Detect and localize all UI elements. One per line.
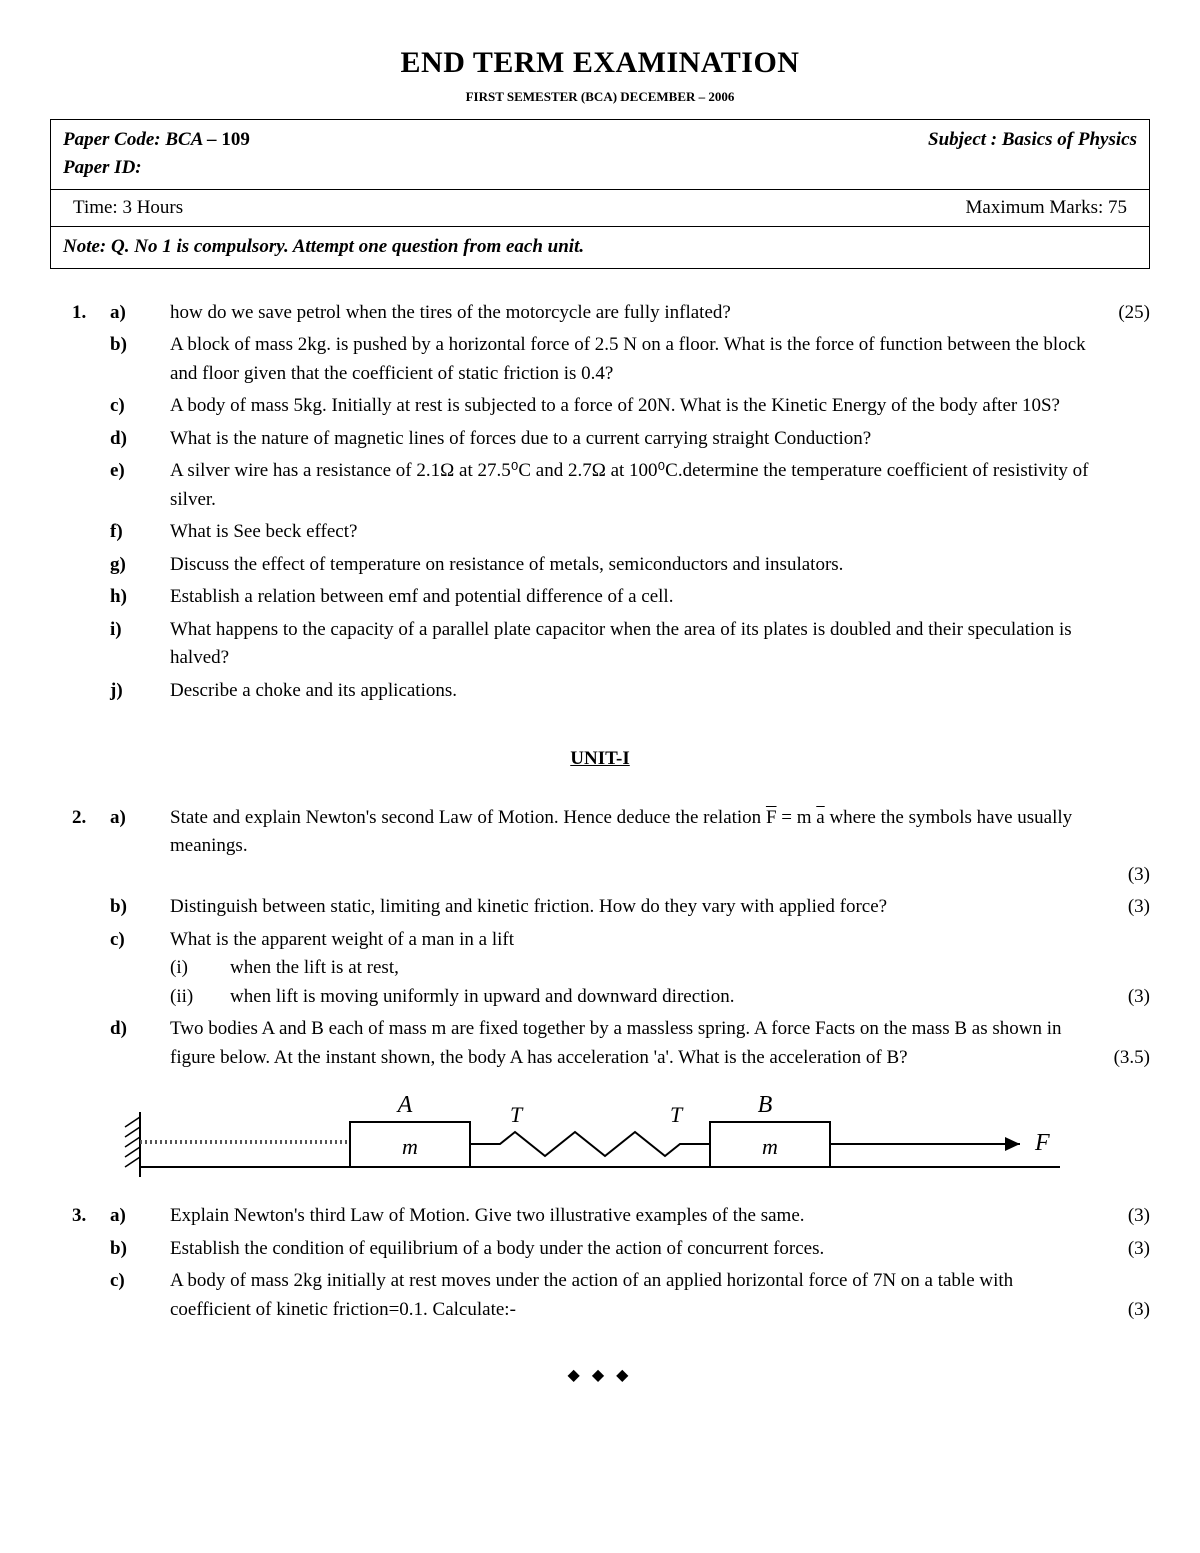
question-1-g: g) Discuss the effect of temperature on …	[50, 551, 1150, 580]
time-label: Time: 3 Hours	[73, 194, 183, 223]
q2d-marks: (3.5)	[1100, 1044, 1150, 1073]
question-1-i: i) What happens to the capacity of a par…	[50, 616, 1150, 673]
question-2-b: b) Distinguish between static, limiting …	[50, 893, 1150, 922]
q1c-label: c)	[110, 392, 170, 421]
q2c-main-text: What is the apparent weight of a man in …	[170, 926, 1090, 955]
q1b-text: A block of mass 2kg. is pushed by a hori…	[170, 331, 1100, 388]
q2a-marks	[1100, 804, 1150, 861]
q2a-text-pre: State and explain Newton's second Law of…	[170, 807, 766, 828]
q2a-text: State and explain Newton's second Law of…	[170, 804, 1100, 861]
paper-id-label: Paper ID:	[63, 154, 1137, 183]
q1c-text: A body of mass 5kg. Initially at rest is…	[170, 392, 1100, 421]
q1d-text: What is the nature of magnetic lines of …	[170, 425, 1100, 454]
q2c-ii-label: (ii)	[170, 983, 230, 1012]
q1e-text: A silver wire has a resistance of 2.1Ω a…	[170, 457, 1100, 514]
page-title: END TERM EXAMINATION	[50, 40, 1150, 85]
question-3-a: 3. a) Explain Newton's third Law of Moti…	[50, 1202, 1150, 1231]
paper-code-value: 109	[221, 129, 250, 150]
page-subtitle: FIRST SEMESTER (BCA) DECEMBER – 2006	[50, 87, 1150, 107]
q1d-label: d)	[110, 425, 170, 454]
svg-text:F: F	[1034, 1130, 1050, 1156]
q2b-marks: (3)	[1100, 893, 1150, 922]
q1i-label: i)	[110, 616, 170, 673]
question-2-a-marks-row: (3)	[50, 861, 1150, 890]
spring-mass-figure: A m T T B m F	[100, 1082, 1100, 1182]
q1i-text: What happens to the capacity of a parall…	[170, 616, 1100, 673]
q2c-ii-text: when lift is moving uniformly in upward …	[230, 983, 1090, 1012]
question-2-a: 2. a) State and explain Newton's second …	[50, 804, 1150, 861]
q2c-sub-i: (i) when the lift is at rest,	[170, 954, 1090, 983]
question-1-b: b) A block of mass 2kg. is pushed by a h…	[50, 331, 1150, 388]
header-box: Paper Code: BCA – 109 Subject : Basics o…	[50, 119, 1150, 190]
q1b-label: b)	[110, 331, 170, 388]
q2b-text: Distinguish between static, limiting and…	[170, 893, 1100, 922]
max-marks-label: Maximum Marks: 75	[966, 194, 1128, 223]
q3b-label: b)	[110, 1235, 170, 1264]
svg-text:T: T	[670, 1102, 684, 1127]
question-1-d: d) What is the nature of magnetic lines …	[50, 425, 1150, 454]
q3c-text: A body of mass 2kg initially at rest mov…	[170, 1267, 1100, 1324]
svg-text:A: A	[396, 1092, 413, 1118]
question-3-b: b) Establish the condition of equilibriu…	[50, 1235, 1150, 1264]
q1-number: 1.	[50, 299, 110, 328]
q2c-label: c)	[110, 926, 170, 1012]
q1g-text: Discuss the effect of temperature on res…	[170, 551, 1100, 580]
svg-text:B: B	[758, 1092, 773, 1118]
q3b-text: Establish the condition of equilibrium o…	[170, 1235, 1100, 1264]
end-marker: ◆ ◆ ◆	[50, 1364, 1150, 1388]
question-1-e: e) A silver wire has a resistance of 2.1…	[50, 457, 1150, 514]
question-1-h: h) Establish a relation between emf and …	[50, 583, 1150, 612]
q3-number: 3.	[50, 1202, 110, 1231]
question-2-c: c) What is the apparent weight of a man …	[50, 926, 1150, 1012]
q1j-text: Describe a choke and its applications.	[170, 677, 1100, 706]
q1g-label: g)	[110, 551, 170, 580]
q3c-marks: (3)	[1100, 1296, 1150, 1325]
svg-text:T: T	[510, 1102, 524, 1127]
paper-code-label: Paper Code: BCA –	[63, 129, 221, 150]
question-1-f: f) What is See beck effect?	[50, 518, 1150, 547]
question-2-d: d) Two bodies A and B each of mass m are…	[50, 1015, 1150, 1072]
note-box: Note: Q. No 1 is compulsory. Attempt one…	[50, 227, 1150, 269]
q1j-label: j)	[110, 677, 170, 706]
q2c-sub-ii: (ii) when lift is moving uniformly in up…	[170, 983, 1090, 1012]
q2c-i-text: when the lift is at rest,	[230, 954, 1090, 983]
q3a-marks: (3)	[1100, 1202, 1150, 1231]
q1h-label: h)	[110, 583, 170, 612]
q2d-text: Two bodies A and B each of mass m are fi…	[170, 1015, 1100, 1072]
q1f-text: What is See beck effect?	[170, 518, 1100, 547]
subject-label: Subject : Basics of Physics	[928, 126, 1137, 155]
figure-svg: A m T T B m F	[100, 1082, 1100, 1182]
svg-text:m: m	[762, 1134, 778, 1159]
question-1-a: 1. a) how do we save petrol when the tir…	[50, 299, 1150, 328]
q2d-label: d)	[110, 1015, 170, 1072]
q2c-marks: (3)	[1100, 983, 1150, 1012]
question-1-j: j) Describe a choke and its applications…	[50, 677, 1150, 706]
q2c-text: What is the apparent weight of a man in …	[170, 926, 1100, 1012]
q3a-label: a)	[110, 1202, 170, 1231]
q2c-i-label: (i)	[170, 954, 230, 983]
q3c-label: c)	[110, 1267, 170, 1324]
q1a-label: a)	[110, 299, 170, 328]
formula-fma: F = m a	[766, 807, 825, 828]
q3a-text: Explain Newton's third Law of Motion. Gi…	[170, 1202, 1100, 1231]
q2a-marks-val: (3)	[1100, 861, 1150, 890]
question-3-c: c) A body of mass 2kg initially at rest …	[50, 1267, 1150, 1324]
unit-1-heading: UNIT-I	[50, 745, 1150, 774]
q1h-text: Establish a relation between emf and pot…	[170, 583, 1100, 612]
q1a-text: how do we save petrol when the tires of …	[170, 299, 1100, 328]
time-box: Time: 3 Hours Maximum Marks: 75	[50, 190, 1150, 228]
q1e-label: e)	[110, 457, 170, 514]
q2-number: 2.	[50, 804, 110, 861]
q1-marks: (25)	[1100, 299, 1150, 328]
q3b-marks: (3)	[1100, 1235, 1150, 1264]
q2b-label: b)	[110, 893, 170, 922]
question-1-c: c) A body of mass 5kg. Initially at rest…	[50, 392, 1150, 421]
q2a-label: a)	[110, 804, 170, 861]
svg-text:m: m	[402, 1134, 418, 1159]
q1f-label: f)	[110, 518, 170, 547]
paper-code: Paper Code: BCA – 109	[63, 126, 250, 155]
